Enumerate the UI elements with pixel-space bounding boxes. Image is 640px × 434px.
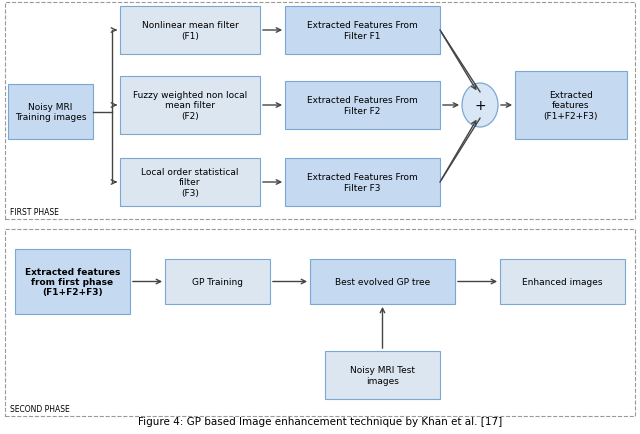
- Text: Extracted Features From
Filter F3: Extracted Features From Filter F3: [307, 173, 418, 192]
- FancyBboxPatch shape: [15, 250, 130, 314]
- Text: Extracted features
from first phase
(F1+F2+F3): Extracted features from first phase (F1+…: [25, 267, 120, 297]
- Text: FIRST PHASE: FIRST PHASE: [10, 207, 59, 217]
- FancyBboxPatch shape: [285, 82, 440, 130]
- Text: Enhanced images: Enhanced images: [522, 277, 603, 286]
- Text: GP Training: GP Training: [192, 277, 243, 286]
- Text: SECOND PHASE: SECOND PHASE: [10, 404, 70, 413]
- FancyBboxPatch shape: [285, 7, 440, 55]
- FancyBboxPatch shape: [310, 260, 455, 304]
- Text: Noisy MRI Test
images: Noisy MRI Test images: [350, 365, 415, 385]
- FancyBboxPatch shape: [325, 351, 440, 399]
- Text: Figure 4: GP based Image enhancement technique by Khan et al. [17]: Figure 4: GP based Image enhancement tec…: [138, 416, 502, 426]
- Text: Noisy MRI
Training images: Noisy MRI Training images: [15, 102, 86, 122]
- FancyBboxPatch shape: [165, 260, 270, 304]
- Ellipse shape: [462, 84, 498, 128]
- Bar: [5, 230, 635, 416]
- Bar: [5, 3, 635, 220]
- Text: Best evolved GP tree: Best evolved GP tree: [335, 277, 430, 286]
- FancyBboxPatch shape: [285, 159, 440, 207]
- Text: Extracted Features From
Filter F2: Extracted Features From Filter F2: [307, 96, 418, 115]
- Text: Local order statistical
filter
(F3): Local order statistical filter (F3): [141, 168, 239, 197]
- Text: Extracted Features From
Filter F1: Extracted Features From Filter F1: [307, 21, 418, 41]
- Text: Fuzzy weighted non local
mean filter
(F2): Fuzzy weighted non local mean filter (F2…: [133, 91, 247, 121]
- Text: Nonlinear mean filter
(F1): Nonlinear mean filter (F1): [141, 21, 238, 41]
- Text: Extracted
features
(F1+F2+F3): Extracted features (F1+F2+F3): [544, 91, 598, 121]
- FancyBboxPatch shape: [120, 77, 260, 135]
- FancyBboxPatch shape: [515, 72, 627, 140]
- FancyBboxPatch shape: [120, 7, 260, 55]
- FancyBboxPatch shape: [500, 260, 625, 304]
- FancyBboxPatch shape: [120, 159, 260, 207]
- FancyBboxPatch shape: [8, 85, 93, 140]
- Text: +: +: [474, 99, 486, 113]
